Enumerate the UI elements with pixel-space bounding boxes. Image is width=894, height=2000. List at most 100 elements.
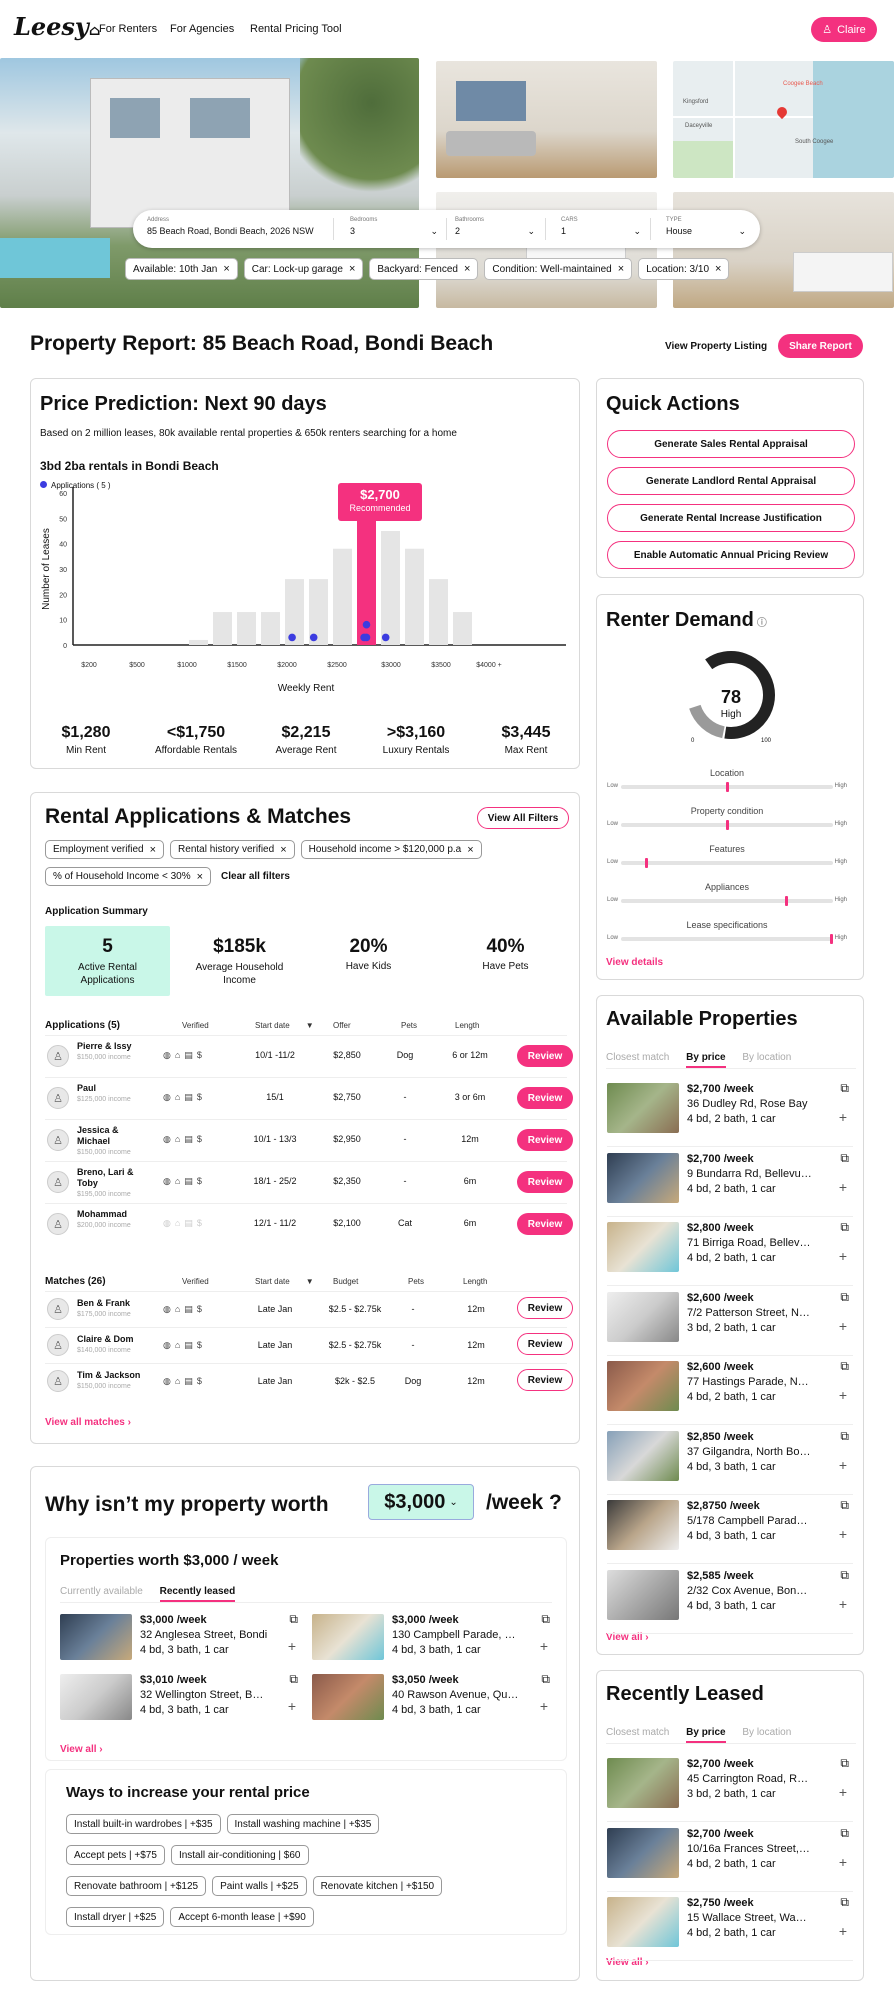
close-icon[interactable]: ×: [280, 843, 287, 856]
way-chip[interactable]: Install built-in wardrobes | +$35: [66, 1814, 221, 1834]
property-photo[interactable]: [607, 1361, 679, 1411]
sort-down-icon[interactable]: ▼: [305, 1277, 314, 1286]
property-photo[interactable]: [60, 1614, 132, 1660]
property-photo[interactable]: [607, 1569, 679, 1620]
property-item[interactable]: $2,8750 /week 5/178 Campbell Parade, Bon…: [607, 1494, 853, 1564]
way-chip[interactable]: Renovate kitchen | +$150: [312, 1876, 443, 1896]
plus-icon[interactable]: +: [838, 1853, 847, 1870]
bar[interactable]: [261, 612, 280, 645]
application-point[interactable]: [362, 633, 371, 642]
external-link-icon[interactable]: ⧉: [289, 1612, 298, 1626]
type-select[interactable]: TYPE House ⌄: [666, 217, 746, 236]
way-chip[interactable]: Paint walls | +$25: [212, 1876, 307, 1896]
property-item[interactable]: $3,050 /week 40 Rawson Avenue, Queens Pa…: [312, 1670, 554, 1730]
external-link-icon[interactable]: ⧉: [840, 1081, 849, 1095]
external-link-icon[interactable]: ⧉: [289, 1672, 298, 1686]
external-link-icon[interactable]: ⧉: [840, 1359, 849, 1373]
plus-icon[interactable]: +: [838, 1317, 847, 1334]
worth-amount-select[interactable]: $3,000 ⌄: [368, 1484, 474, 1520]
plus-icon[interactable]: +: [838, 1387, 847, 1403]
view-all-matches-link[interactable]: View all matches ›: [45, 1417, 131, 1428]
property-photo[interactable]: [607, 1152, 679, 1203]
bar[interactable]: [285, 579, 304, 645]
plus-icon[interactable]: +: [838, 1526, 847, 1542]
table-row[interactable]: ♙ Pierre & Issy $150,000 income ◍⌂▤$ 10/1…: [45, 1035, 573, 1077]
bar[interactable]: [405, 548, 424, 645]
external-link-icon[interactable]: ⧉: [541, 1672, 550, 1686]
tab-closest-match[interactable]: Closest match: [606, 1052, 670, 1063]
plus-icon[interactable]: +: [539, 1698, 548, 1714]
way-chip[interactable]: Install air-conditioning | $60: [170, 1845, 309, 1865]
table-row[interactable]: ♙ Paul $125,000 income ◍⌂▤$ 15/1 $2,750 -…: [45, 1077, 573, 1119]
property-item[interactable]: $2,585 /week 2/32 Cox Avenue, Bondi Beac…: [607, 1564, 853, 1634]
property-photo[interactable]: [607, 1827, 679, 1878]
review-button[interactable]: Review: [517, 1213, 573, 1235]
property-item[interactable]: $2,850 /week 37 Gilgandra, North Bondi 4…: [607, 1425, 853, 1495]
plus-icon[interactable]: +: [838, 1923, 847, 1939]
external-link-icon[interactable]: ⧉: [541, 1612, 550, 1626]
filter-chip[interactable]: Location: 3/10 ×: [638, 258, 730, 280]
bar[interactable]: [309, 579, 328, 645]
property-item[interactable]: $2,700 /week 9 Bundarra Rd, Bellevue Hil…: [607, 1147, 853, 1217]
filter-chip[interactable]: Employment verified ×: [45, 840, 165, 859]
tab-currently-available[interactable]: Currently available: [60, 1586, 143, 1597]
plus-icon[interactable]: +: [838, 1456, 847, 1473]
bar[interactable]: [237, 612, 256, 645]
bar[interactable]: [381, 531, 400, 645]
way-chip[interactable]: Accept 6-month lease | +$90: [170, 1907, 314, 1927]
external-link-icon[interactable]: ⧉: [840, 1428, 849, 1443]
property-item[interactable]: $2,700 /week 36 Dudley Rd, Rose Bay 4 bd…: [607, 1077, 853, 1147]
view-all-leased-link[interactable]: View all ›: [606, 1957, 649, 1968]
review-button[interactable]: Review: [517, 1171, 573, 1193]
property-photo[interactable]: [607, 1430, 679, 1481]
filter-chip[interactable]: Rental history verified ×: [170, 840, 295, 859]
property-photo[interactable]: [312, 1614, 384, 1660]
plus-icon[interactable]: +: [838, 1595, 847, 1612]
property-item[interactable]: $2,600 /week 77 Hastings Parade, North B…: [607, 1355, 853, 1425]
bar-recommended[interactable]: [357, 515, 376, 645]
filter-chip[interactable]: Available: 10th Jan ×: [125, 258, 238, 280]
property-photo[interactable]: [60, 1674, 132, 1720]
property-item[interactable]: $2,600 /week 7/2 Patterson Street, North…: [607, 1286, 853, 1356]
annual-review-button[interactable]: Enable Automatic Annual Pricing Review: [607, 541, 855, 569]
external-link-icon[interactable]: ⧉: [840, 1220, 849, 1234]
way-chip[interactable]: Renovate bathroom | +$125: [66, 1876, 207, 1896]
property-photo[interactable]: [312, 1674, 384, 1720]
bar[interactable]: [453, 612, 472, 645]
table-row[interactable]: ♙ Breno, Lari & Toby $195,000 income ◍⌂▤$…: [45, 1161, 573, 1203]
external-link-icon[interactable]: ⧉: [840, 1498, 849, 1512]
property-item[interactable]: $3,010 /week 32 Wellington Street, Bondi…: [60, 1670, 302, 1730]
external-link-icon[interactable]: ⧉: [840, 1825, 849, 1840]
property-photo[interactable]: [607, 1083, 679, 1133]
view-listing-link[interactable]: View Property Listing: [665, 341, 768, 352]
external-link-icon[interactable]: ⧉: [840, 1895, 849, 1909]
close-icon[interactable]: ×: [463, 263, 471, 275]
share-report-button[interactable]: Share Report: [778, 334, 863, 358]
landlord-appraisal-button[interactable]: Generate Landlord Rental Appraisal: [607, 467, 855, 495]
application-point[interactable]: [381, 633, 390, 642]
tab-by-location[interactable]: By location: [742, 1052, 792, 1063]
property-photo[interactable]: [607, 1897, 679, 1947]
close-icon[interactable]: ×: [149, 843, 157, 856]
close-icon[interactable]: ×: [467, 843, 474, 856]
user-button[interactable]: ♙ Claire: [811, 17, 877, 42]
filter-chip[interactable]: Household income > $120,000 p.a ×: [300, 840, 482, 859]
external-link-icon[interactable]: ⧉: [840, 1567, 849, 1582]
clear-filters-link[interactable]: Clear all filters: [221, 871, 290, 882]
close-icon[interactable]: ×: [715, 263, 722, 275]
way-chip[interactable]: Install washing machine | +$35: [226, 1814, 380, 1834]
nav-link-renters[interactable]: For Renters: [99, 23, 158, 35]
plus-icon[interactable]: +: [838, 1784, 847, 1800]
bar[interactable]: [213, 612, 232, 645]
review-button[interactable]: Review: [517, 1129, 573, 1151]
close-icon[interactable]: ×: [223, 263, 230, 275]
property-item[interactable]: $2,800 /week 71 Birriga Road, Bellevue H…: [607, 1216, 853, 1286]
view-all-worth-link[interactable]: View all ›: [60, 1744, 103, 1755]
review-button[interactable]: Review: [517, 1087, 573, 1109]
filter-chip[interactable]: Car: Lock-up garage ×: [243, 258, 364, 280]
property-photo[interactable]: [607, 1500, 679, 1550]
nav-link-agencies[interactable]: For Agencies: [170, 23, 235, 35]
hero-photo-living[interactable]: [436, 61, 657, 178]
view-details-link[interactable]: View details: [606, 957, 664, 968]
nav-link-pricing-tool[interactable]: Rental Pricing Tool: [250, 23, 342, 35]
